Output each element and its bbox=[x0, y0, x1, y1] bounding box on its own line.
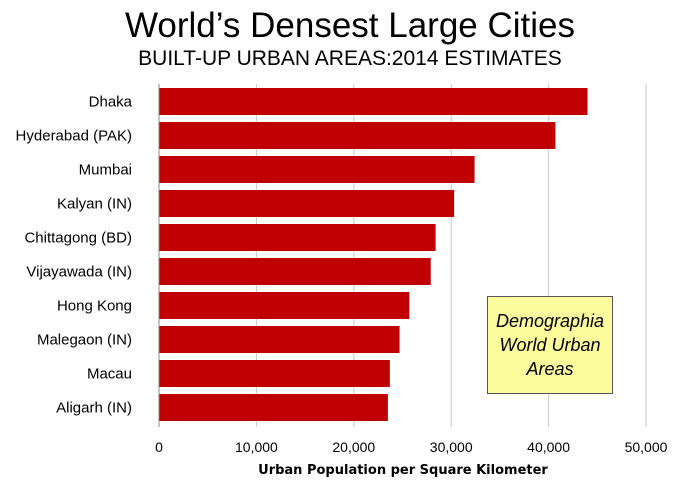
bar bbox=[159, 360, 390, 387]
x-axis-label: Urban Population per Square Kilometer bbox=[258, 463, 548, 478]
x-tick-label: 20,000 bbox=[332, 439, 375, 455]
annotation-line: Areas bbox=[526, 359, 574, 379]
bar bbox=[159, 292, 410, 319]
bar bbox=[159, 190, 455, 217]
category-label: Aligarh (IN) bbox=[56, 400, 132, 417]
category-label: Vijayawada (IN) bbox=[26, 264, 132, 281]
annotation-line: Demographia bbox=[495, 311, 605, 331]
x-tick-label: 50,000 bbox=[625, 439, 668, 455]
x-tick-label: 0 bbox=[155, 439, 163, 455]
annotation-box: Demographia World Urban Areas bbox=[487, 296, 613, 394]
bar bbox=[159, 258, 431, 285]
category-label: Chittagong (BD) bbox=[24, 230, 132, 247]
category-label: Macau bbox=[87, 366, 132, 383]
chart-subtitle: BUILT-UP URBAN AREAS:2014 ESTIMATES bbox=[138, 47, 562, 70]
category-label: Mumbai bbox=[79, 162, 132, 179]
bar bbox=[159, 394, 388, 421]
x-tick-labels: 0 10,000 20,000 30,000 40,000 50,000 bbox=[155, 439, 668, 455]
x-tick-label: 30,000 bbox=[430, 439, 473, 455]
chart-title: World’s Densest Large Cities bbox=[124, 6, 575, 45]
category-labels: Dhaka Hyderabad (PAK) Mumbai Kalyan (IN) Chi… bbox=[16, 94, 133, 417]
category-label: Hong Kong bbox=[57, 298, 132, 315]
category-label: Kalyan (IN) bbox=[57, 196, 132, 213]
bar bbox=[159, 122, 556, 149]
bars bbox=[159, 88, 588, 421]
bar bbox=[159, 326, 400, 353]
category-label: Malegaon (IN) bbox=[37, 332, 132, 349]
bar bbox=[159, 156, 475, 183]
annotation-line: World Urban bbox=[499, 335, 601, 355]
x-tick-label: 40,000 bbox=[527, 439, 570, 455]
bar bbox=[159, 224, 436, 251]
category-label: Hyderabad (PAK) bbox=[16, 128, 132, 145]
x-tick-label: 10,000 bbox=[235, 439, 278, 455]
bar bbox=[159, 88, 588, 115]
category-label: Dhaka bbox=[89, 94, 133, 111]
